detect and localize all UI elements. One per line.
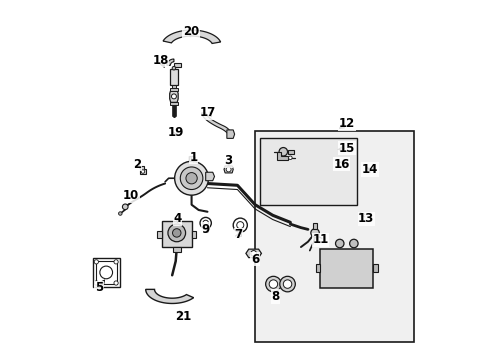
Circle shape	[335, 239, 343, 248]
Polygon shape	[171, 85, 176, 87]
Polygon shape	[172, 247, 181, 252]
Polygon shape	[191, 231, 196, 238]
Text: 16: 16	[333, 158, 349, 171]
Polygon shape	[163, 30, 220, 44]
Polygon shape	[245, 249, 261, 258]
Polygon shape	[169, 90, 178, 102]
Polygon shape	[145, 289, 193, 303]
Polygon shape	[224, 166, 233, 173]
Text: 8: 8	[271, 290, 279, 303]
Polygon shape	[189, 156, 193, 161]
Circle shape	[171, 94, 176, 99]
Polygon shape	[169, 102, 178, 105]
Circle shape	[167, 224, 185, 242]
Text: 11: 11	[312, 234, 328, 247]
Polygon shape	[162, 221, 191, 247]
Circle shape	[180, 167, 203, 189]
Text: 3: 3	[224, 154, 232, 167]
Text: 1: 1	[189, 150, 197, 163]
Circle shape	[122, 204, 128, 210]
Text: 18: 18	[152, 54, 168, 67]
Text: 19: 19	[167, 126, 183, 139]
Polygon shape	[313, 223, 316, 229]
Text: 6: 6	[250, 253, 259, 266]
Bar	[320, 249, 372, 288]
Bar	[255, 131, 413, 342]
Polygon shape	[372, 264, 377, 273]
Circle shape	[141, 170, 144, 173]
Polygon shape	[239, 232, 241, 236]
Text: 17: 17	[199, 107, 215, 120]
Polygon shape	[174, 63, 181, 67]
Circle shape	[279, 276, 295, 292]
Circle shape	[288, 156, 291, 159]
Bar	[260, 138, 357, 205]
Text: 21: 21	[174, 310, 190, 323]
Circle shape	[114, 260, 118, 264]
Polygon shape	[166, 59, 174, 66]
Polygon shape	[201, 113, 231, 135]
Polygon shape	[140, 166, 145, 174]
Text: 10: 10	[122, 189, 139, 202]
Polygon shape	[205, 172, 214, 181]
Polygon shape	[315, 264, 320, 273]
Circle shape	[174, 161, 208, 195]
Polygon shape	[277, 152, 287, 159]
Text: 2: 2	[133, 158, 141, 171]
Polygon shape	[226, 130, 234, 138]
Circle shape	[94, 281, 98, 285]
Polygon shape	[157, 231, 162, 238]
Text: 15: 15	[338, 142, 354, 155]
Text: 5: 5	[95, 281, 102, 294]
Text: 20: 20	[183, 25, 199, 38]
Polygon shape	[169, 87, 178, 91]
Circle shape	[118, 212, 122, 215]
Circle shape	[250, 251, 256, 256]
Text: 4: 4	[173, 212, 181, 225]
Circle shape	[225, 167, 231, 172]
Circle shape	[349, 239, 357, 248]
Circle shape	[114, 281, 118, 285]
Polygon shape	[287, 150, 293, 154]
Circle shape	[172, 66, 175, 70]
Text: 14: 14	[361, 163, 377, 176]
Circle shape	[283, 280, 291, 288]
Circle shape	[185, 172, 197, 184]
Circle shape	[100, 266, 112, 279]
Circle shape	[94, 260, 98, 264]
Text: 9: 9	[201, 223, 209, 236]
Text: 12: 12	[338, 117, 354, 130]
Circle shape	[269, 280, 277, 288]
Circle shape	[265, 276, 281, 292]
Text: 7: 7	[234, 228, 242, 241]
Text: 13: 13	[357, 212, 374, 225]
Circle shape	[279, 148, 287, 156]
Circle shape	[172, 229, 181, 237]
Circle shape	[310, 229, 319, 237]
Polygon shape	[169, 69, 178, 85]
